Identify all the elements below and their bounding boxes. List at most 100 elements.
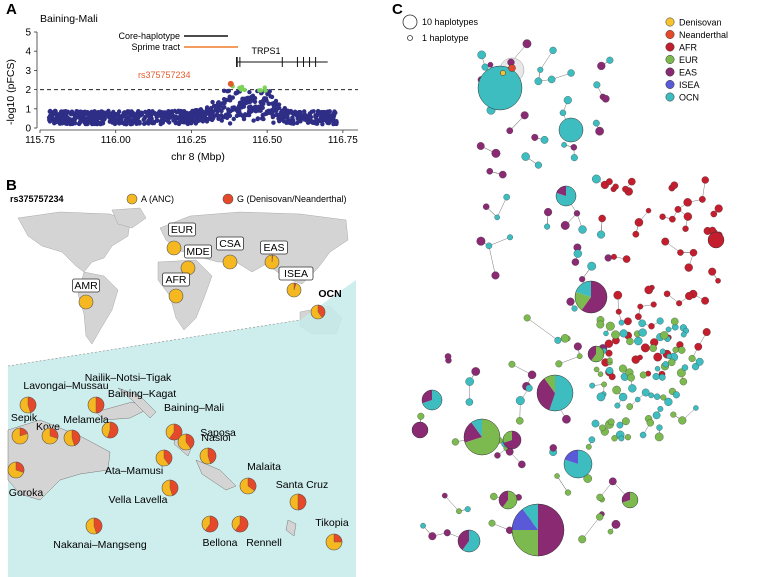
network-edge — [507, 62, 512, 73]
haplotype-node — [605, 349, 613, 357]
population-label: Bellona — [202, 537, 237, 549]
manhattan-point — [243, 101, 248, 106]
manhattan-point — [204, 116, 209, 122]
manhattan-point — [66, 116, 72, 121]
manhattan-point — [239, 102, 244, 107]
manhattan-point — [50, 110, 56, 115]
haplotype-node — [486, 105, 496, 115]
network-edge — [480, 240, 490, 247]
haplotype-node — [465, 398, 474, 406]
manhattan-point — [75, 112, 80, 117]
manhattan-point — [285, 119, 291, 125]
manhattan-point — [55, 116, 60, 121]
manhattan-point — [330, 115, 335, 121]
manhattan-point — [196, 115, 201, 121]
north-america-landmass — [17, 211, 131, 273]
manhattan-point — [319, 113, 325, 119]
haplotype-node — [676, 300, 683, 307]
manhattan-point — [187, 112, 192, 117]
manhattan-point — [161, 111, 166, 116]
manhattan-point — [177, 116, 183, 121]
manhattan-point — [90, 110, 96, 115]
manhattan-point — [148, 113, 154, 118]
population-label: Sepik — [11, 412, 38, 424]
manhattan-point — [82, 110, 87, 115]
haplotype-node — [451, 438, 460, 446]
manhattan-point — [128, 113, 133, 118]
manhattan-point — [147, 119, 152, 124]
manhattan-point — [93, 110, 99, 116]
manhattan-point — [89, 117, 95, 122]
manhattan-point — [81, 111, 87, 116]
haplotype-node — [715, 278, 721, 284]
pie-ancestral-slice — [289, 493, 307, 511]
network-edge — [603, 384, 605, 395]
manhattan-point — [112, 117, 118, 123]
manhattan-point — [143, 114, 148, 119]
network-edge — [566, 122, 572, 131]
manhattan-point — [54, 119, 59, 124]
manhattan-point — [319, 118, 325, 124]
manhattan-point — [177, 119, 183, 124]
haplotype-node — [663, 290, 671, 298]
network-edge — [509, 115, 525, 131]
haplotype-node — [579, 276, 586, 283]
network-edge — [599, 513, 603, 518]
manhattan-point — [54, 113, 60, 119]
network-edge — [667, 337, 670, 340]
haplotype-node — [518, 460, 526, 469]
network-edge — [602, 96, 606, 99]
manhattan-point — [151, 119, 157, 125]
haplotype-node — [605, 321, 615, 331]
manhattan-point — [151, 120, 157, 126]
manhattan-point — [248, 109, 253, 115]
manhattan-point — [133, 114, 139, 119]
manhattan-point — [269, 94, 275, 100]
manhattan-point — [296, 117, 301, 123]
manhattan-point — [233, 107, 239, 112]
manhattan-point — [259, 90, 264, 95]
manhattan-point — [166, 120, 172, 125]
network-edge — [422, 525, 433, 537]
manhattan-point — [87, 117, 92, 123]
region-label: AMR — [74, 280, 98, 292]
manhattan-point — [69, 110, 74, 115]
haplotype-node — [576, 353, 583, 360]
manhattan-point — [251, 106, 256, 112]
network-edge — [621, 321, 628, 323]
network-edge — [717, 234, 720, 239]
manhattan-point — [84, 119, 90, 124]
population-label: Santa Cruz — [276, 479, 329, 491]
manhattan-point — [62, 115, 68, 120]
manhattan-point — [250, 93, 256, 99]
manhattan-point — [173, 116, 178, 122]
manhattan-point — [309, 109, 314, 114]
manhattan-point — [79, 116, 85, 121]
manhattan-point — [275, 102, 281, 107]
haplotype-node — [598, 344, 608, 353]
pie-ancestral-slice — [180, 260, 196, 276]
manhattan-point — [47, 116, 52, 121]
manhattan-point — [89, 119, 94, 124]
haplotype-node — [514, 536, 521, 544]
network-edge — [637, 332, 643, 335]
manhattan-point — [280, 117, 285, 122]
network-edge — [683, 327, 687, 331]
manhattan-point — [237, 89, 243, 94]
manhattan-point — [282, 110, 287, 115]
manhattan-point — [231, 105, 237, 110]
pie-slice — [464, 419, 500, 455]
pie-ancestral-slice — [78, 294, 94, 310]
network-edge — [486, 206, 498, 218]
network-edge — [648, 418, 651, 423]
manhattan-point — [89, 114, 94, 119]
manhattan-point — [288, 108, 294, 114]
haplotype-node — [650, 301, 657, 308]
population-pie — [63, 429, 81, 447]
manhattan-point — [80, 114, 86, 119]
manhattan-point — [71, 119, 77, 124]
network-edge — [623, 333, 629, 336]
manhattan-point — [80, 111, 85, 116]
